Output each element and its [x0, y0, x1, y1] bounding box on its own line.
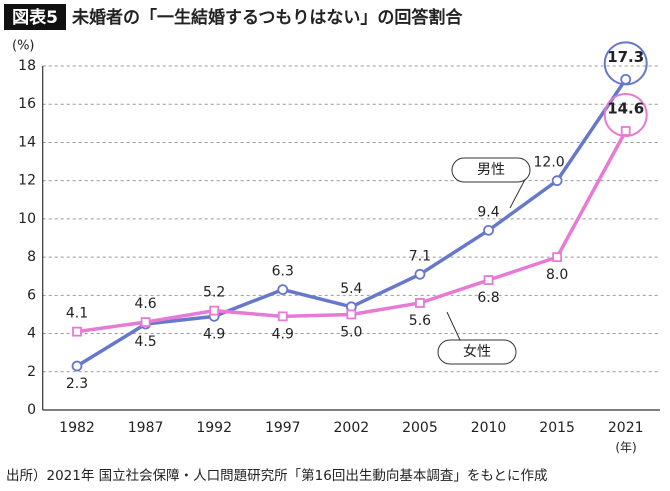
y-tick-label: 18 — [18, 58, 36, 74]
value-label: 4.6 — [134, 296, 156, 312]
callout-box — [451, 157, 531, 183]
value-label: 12.0 — [534, 155, 565, 171]
chart-label: 図表5 — [12, 7, 58, 28]
y-tick-label: 0 — [27, 402, 36, 418]
marker — [346, 309, 357, 320]
marker — [483, 275, 494, 285]
value-label: 9.4 — [477, 204, 499, 220]
value-label: 4.5 — [134, 334, 156, 350]
marker — [415, 298, 425, 308]
marker — [140, 317, 151, 327]
value-label: 4.9 — [203, 326, 225, 342]
y-tick-label: 8 — [27, 249, 36, 265]
y-tick-label: 6 — [27, 287, 36, 303]
x-tick-label: 2002 — [334, 420, 370, 436]
marker — [551, 175, 563, 187]
value-label: 14.6 — [607, 99, 644, 117]
y-unit: (%) — [12, 39, 35, 54]
x-tick-label: 2015 — [539, 420, 575, 436]
y-tick-label: 4 — [27, 326, 36, 342]
chart-title: 未婚者の「一生結婚するつもりはない」の回答割合 — [71, 7, 463, 28]
y-tick-label: 2 — [27, 364, 36, 380]
marker — [72, 326, 82, 337]
marker — [277, 284, 289, 296]
marker — [620, 73, 632, 85]
value-label: 2.3 — [66, 376, 88, 392]
marker — [414, 268, 426, 280]
marker — [552, 252, 563, 263]
value-label: 5.0 — [340, 324, 362, 340]
x-tick-label: 1992 — [196, 420, 232, 436]
value-label: 6.8 — [477, 290, 499, 306]
x-tick-label: 2005 — [402, 420, 438, 436]
marker — [209, 305, 220, 316]
value-label: 5.2 — [203, 285, 225, 301]
value-label: 17.3 — [607, 48, 644, 66]
source: 出所）2021年 国立社会保障・人口問題研究所「第16回出生動向基本調査」をもと… — [6, 467, 548, 484]
x-unit: (年) — [615, 441, 636, 455]
marker — [71, 360, 83, 372]
callout-box — [437, 339, 517, 365]
series-line — [76, 78, 628, 368]
callout-line — [446, 311, 461, 341]
value-label: 7.1 — [409, 248, 431, 264]
y-tick-label: 14 — [18, 134, 36, 150]
highlight — [603, 92, 648, 137]
x-tick-label: 2021 — [608, 420, 644, 436]
marker — [620, 126, 631, 136]
marker — [483, 224, 494, 236]
value-label: 5.6 — [409, 313, 431, 329]
y-tick-label: 12 — [18, 173, 36, 189]
value-label: 6.3 — [272, 264, 294, 280]
x-tick-label: 1997 — [265, 420, 301, 436]
x-tick-label: 1982 — [59, 420, 95, 436]
value-label: 4.9 — [272, 326, 294, 342]
value-label: 5.4 — [340, 281, 362, 297]
y-tick-label: 16 — [18, 96, 36, 112]
marker — [277, 311, 288, 322]
legend-label: 男性 — [477, 162, 505, 178]
value-label: 8.0 — [546, 267, 568, 283]
x-tick-label: 2010 — [471, 420, 507, 436]
y-tick-label: 10 — [18, 211, 36, 227]
value-label: 4.1 — [66, 306, 88, 322]
label-box — [4, 4, 66, 30]
legend-label: 女性 — [463, 343, 491, 360]
x-tick-label: 1987 — [128, 420, 164, 436]
highlight — [603, 41, 648, 86]
